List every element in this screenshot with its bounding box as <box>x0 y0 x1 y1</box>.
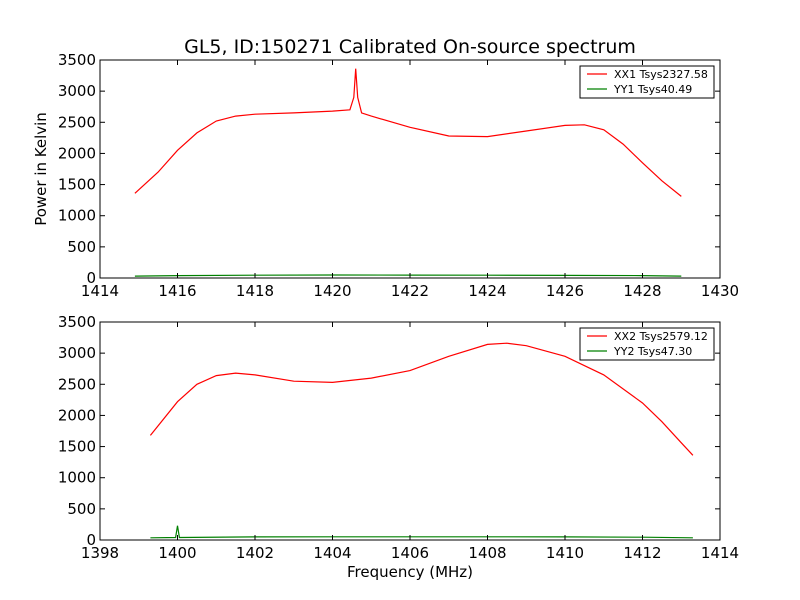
top-chart-ylabel: Power in Kelvin <box>32 112 50 226</box>
chart1-xtick-label: 1412 <box>623 544 661 562</box>
chart0-legend: XX1 Tsys2327.58 YY1 Tsys40.49 <box>579 65 715 99</box>
chart0-series-0-line <box>134 68 682 197</box>
chart0-xtick-label: 1420 <box>313 282 351 300</box>
chart0-ytick-label: 1500 <box>58 176 96 194</box>
chart1-legend-box <box>579 327 715 361</box>
chart1-legend-label-0: XX2 Tsys2579.12 <box>614 330 708 343</box>
chart0-legend-label-1: YY1 Tsys40.49 <box>613 83 692 96</box>
chart1-series-0-line <box>149 342 694 456</box>
chart0-xtick-label: 1424 <box>468 282 506 300</box>
chart1-ytick-label: 2500 <box>58 375 96 393</box>
chart1-xtick-label: 1408 <box>468 544 506 562</box>
chart1-series-1-line <box>150 525 693 539</box>
chart1-xtick-label: 1406 <box>391 544 429 562</box>
bottom-chart-panel: 1398 1400 1402 1404 1406 1408 1410 1412 1414 0 500… <box>58 313 739 562</box>
chart1-ytick-label: 2000 <box>58 406 96 424</box>
chart0-ytick-label: 2000 <box>58 144 96 162</box>
chart1-ytick-label: 3500 <box>58 313 96 331</box>
chart1-legend: XX2 Tsys2579.12 YY2 Tsys47.30 <box>579 327 715 361</box>
chart0-xtick-label: 1428 <box>623 282 661 300</box>
chart1-xtick-label: 1414 <box>701 544 739 562</box>
chart0-legend-box <box>579 65 715 99</box>
chart0-ytick-label: 2500 <box>58 113 96 131</box>
chart1-xtick-label: 1410 <box>546 544 584 562</box>
chart0-xtick-label: 1426 <box>546 282 584 300</box>
top-chart-title: GL5, ID:150271 Calibrated On-source spec… <box>184 36 636 58</box>
chart1-xtick-label: 1402 <box>236 544 274 562</box>
chart0-xtick-label: 1418 <box>236 282 274 300</box>
chart0-legend-label-0: XX1 Tsys2327.58 <box>614 68 708 81</box>
top-chart-panel: 1414 1416 1418 1420 1422 1424 1426 1428 1430 0 500… <box>58 51 739 300</box>
chart0-xtick-label: 1430 <box>701 282 739 300</box>
chart0-ytick-label: 3000 <box>58 82 96 100</box>
bottom-chart-xlabel: Frequency (MHz) <box>347 563 473 581</box>
chart1-xtick-label: 1400 <box>158 544 196 562</box>
chart0-ytick-label: 0 <box>86 269 96 287</box>
chart1-xtick-label: 1398 <box>81 544 119 562</box>
chart0-series-1-line <box>134 274 682 277</box>
chart1-ytick-label: 3000 <box>58 344 96 362</box>
chart1-ytick-label: 1000 <box>58 469 96 487</box>
chart0-xtick-label: 1416 <box>158 282 196 300</box>
chart1-legend-label-1: YY2 Tsys47.30 <box>613 345 692 358</box>
chart0-ytick-label: 3500 <box>58 51 96 69</box>
chart1-ytick-label: 1500 <box>58 438 96 456</box>
chart0-ytick-label: 500 <box>67 238 96 256</box>
chart1-ytick-label: 500 <box>67 500 96 518</box>
chart1-ytick-label: 0 <box>86 531 96 549</box>
chart0-xtick-label: 1422 <box>391 282 429 300</box>
chart0-ytick-label: 1000 <box>58 207 96 225</box>
chart0-xtick-label: 1414 <box>81 282 119 300</box>
chart1-xtick-label: 1404 <box>313 544 351 562</box>
